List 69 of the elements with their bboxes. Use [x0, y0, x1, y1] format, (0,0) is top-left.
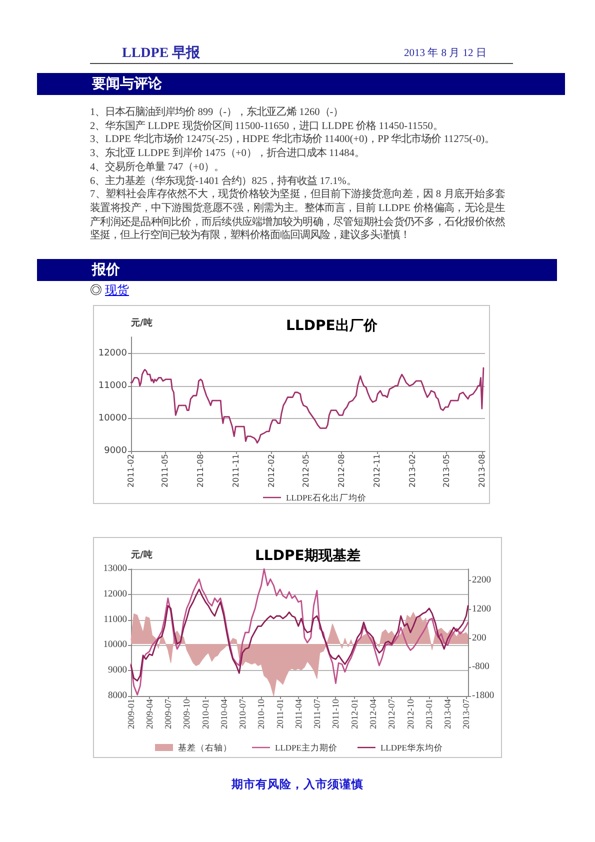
x-tick-label: 2011-01	[275, 699, 286, 729]
y2-tick-label: 200	[472, 633, 486, 644]
text: 3、LDPE 华北市场价 12475(-25)，HDPE 华北市场价 11400(+0)，PP 华北市场价 11275(-0)。	[90, 134, 495, 146]
y-tick-label: 8000	[108, 691, 128, 701]
line-series	[130, 367, 484, 444]
y-axis-title: 元/吨	[130, 550, 152, 560]
text: LLDPE 早报	[122, 44, 200, 62]
x-tick-label: 2011-08	[196, 454, 206, 488]
y-tick-label: 11000	[98, 380, 128, 391]
text: 6、主力基差（华东现货-1401 合约）825，持有收益 17.1%。	[90, 176, 356, 187]
x-tick-label: 2011-10	[330, 698, 341, 729]
x-tick-label: 2009-10	[182, 698, 192, 729]
y-tick-label: 9000	[108, 666, 128, 676]
text: 3、东北亚 LLDPE 到岸价 1475（+0），折合进口成本 11484。	[90, 148, 364, 160]
text: 期市有风险，入市须谨慎	[232, 779, 364, 791]
x-tick-label: 2012-11	[372, 454, 382, 488]
x-tick-label: 2013-08	[477, 454, 486, 488]
line-series	[130, 568, 469, 696]
y-tick-label: 12000	[103, 589, 128, 600]
y-tick-label: 10000	[103, 640, 128, 650]
x-tick-label: 2013-02	[408, 454, 417, 488]
x-tick-label: 2013-04	[442, 698, 453, 729]
text: 要闻与评论	[92, 75, 162, 93]
x-tick-label: 2011-02	[126, 454, 136, 488]
legend-label: LLDPE石化出厂均价	[286, 492, 366, 502]
y-axis-title: 元/吨	[130, 318, 152, 328]
text: 报价	[92, 261, 120, 279]
text: 2、华东国产 LLDPE 现货价区间 11500-11650，进口 LLDPE 价格 11450-11550。	[90, 120, 443, 132]
x-tick-label: 2012-07	[386, 698, 397, 729]
legend-label: 基差（右轴）	[178, 742, 232, 752]
text: ◎ 现货	[90, 283, 129, 297]
x-tick-label: 2011-05	[160, 454, 170, 488]
x-tick-label: 2011-07	[312, 698, 322, 729]
x-tick-label: 2012-10	[405, 698, 416, 729]
chart-title: LLDPE期现基差	[255, 548, 360, 564]
x-tick-label: 2012-01	[350, 699, 360, 729]
x-tick-label: 2010-10	[256, 698, 266, 729]
x-tick-label: 2010-04	[218, 698, 229, 729]
x-tick-label: 2012-02	[266, 454, 276, 488]
y-tick-label: 12000	[98, 348, 128, 358]
y-tick-label: 10000	[98, 413, 128, 424]
chart-title: LLDPE出厂价	[286, 318, 378, 334]
x-tick-label: 2009-04	[144, 698, 154, 729]
y-tick-label: 11000	[104, 614, 128, 625]
y2-tick-label: 2200	[472, 576, 492, 586]
x-tick-label: 2010-01	[200, 699, 211, 729]
x-tick-label: 2013-01	[424, 699, 434, 729]
x-tick-label: 2013-07	[461, 698, 472, 729]
y2-tick-label: -1800	[472, 691, 494, 701]
x-tick-label: 2012-08	[336, 454, 346, 488]
legend-label: LLDPE主力期价	[275, 742, 338, 752]
text: 7、塑料社会库存依然不大，现货价格较为坚挺，但目前下游接货意向差，因 8 月底开始多套装置将投产，中下游囤货意愿不强，刚需为主。整体而言，目前 LLDPE 价格偏高，无论是生产利润还是品种间比价，而后续供应端增加较为明确，尽管短期社会货仍不多，石化报价依然坚挺，但上行空间已较为有限，塑料价格面临回调风险，建议多头谨慎！	[90, 189, 505, 242]
legend-label: LLDPE华东均价	[380, 742, 443, 752]
text: 4、交易所仓单量 747（+0）。	[90, 162, 224, 173]
x-tick-label: 2013-05	[442, 454, 452, 488]
x-tick-label: 2010-07	[237, 698, 248, 729]
x-tick-label: 2009-07	[162, 698, 173, 729]
text: 2013 年 8 月 12 日	[404, 46, 487, 60]
line-series	[130, 588, 469, 682]
y-tick-label: 9000	[104, 446, 128, 456]
x-tick-label: 2011-11	[232, 454, 241, 488]
x-tick-label: 2012-05	[302, 454, 311, 488]
y-tick-label: 13000	[103, 564, 128, 574]
x-tick-label: 2009-01	[126, 699, 136, 729]
x-tick-label: 2012-04	[368, 698, 378, 729]
x-tick-label: 2011-04	[293, 698, 304, 729]
y2-tick-label: -800	[472, 662, 490, 672]
text: 1、日本石脑油到岸均价 899（-），东北亚乙烯 1260（-）	[90, 107, 344, 118]
y2-tick-label: 1200	[472, 604, 492, 614]
